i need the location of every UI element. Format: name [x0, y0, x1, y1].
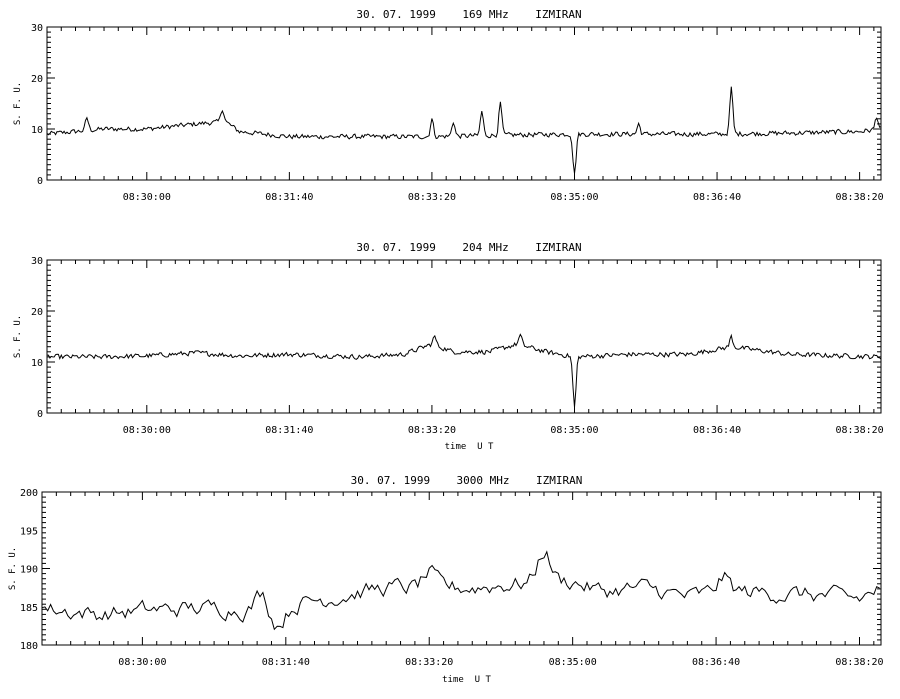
y-tick-label: 0: [37, 176, 43, 187]
y-tick-label: 20: [31, 74, 43, 85]
x-tick-label: 08:36:40: [692, 657, 740, 668]
x-tick-label: 08:38:20: [836, 425, 884, 436]
x-tick-label: 08:30:00: [118, 657, 166, 668]
x-tick-label: 08:31:40: [265, 192, 313, 203]
panel-3: 30. 07. 1999 3000 MHz IZMIRAN 180 185 190 19…: [8, 474, 884, 685]
y-axis-label: S. F. U.: [13, 82, 23, 125]
x-tick-label: 08:35:00: [550, 425, 598, 436]
y-axis-label: S. F. U.: [13, 315, 23, 358]
x-tick-label: 08:33:20: [405, 657, 453, 668]
series-line: [41, 550, 880, 631]
y-tick-label: 185: [20, 603, 38, 614]
x-tick-label: 08:36:40: [693, 425, 741, 436]
x-tick-label: 08:36:40: [693, 192, 741, 203]
panel-1: 30. 07. 1999 169 MHz IZMIRAN 0 10 20 30 08:30…: [13, 8, 884, 203]
panel-title: 30. 07. 1999 3000 MHz IZMIRAN: [351, 474, 583, 487]
series-line: [46, 86, 882, 174]
y-tick-label: 180: [20, 641, 38, 652]
y-tick-label: 195: [20, 526, 38, 537]
panel-2: 30. 07. 1999 204 MHz IZMIRAN 0 10 20 30 08:30…: [13, 241, 884, 452]
series-line: [47, 333, 882, 408]
y-tick-label: 200: [20, 488, 38, 499]
x-axis-label: time U T: [445, 442, 494, 452]
plot-frame: [46, 26, 882, 181]
y-tick-label: 10: [31, 358, 43, 369]
x-tick-label: 08:38:20: [836, 192, 884, 203]
x-tick-label: 08:30:00: [123, 425, 171, 436]
y-tick-label: 190: [20, 565, 38, 576]
x-tick-label: 08:35:00: [550, 192, 598, 203]
y-tick-label: 0: [37, 409, 43, 420]
plot-frame: [46, 259, 882, 414]
x-tick-label: 08:31:40: [262, 657, 310, 668]
x-tick-label: 08:33:20: [408, 425, 456, 436]
x-tick-label: 08:35:00: [549, 657, 597, 668]
x-tick-label: 08:38:20: [835, 657, 883, 668]
panel-title: 30. 07. 1999 204 MHz IZMIRAN: [356, 241, 581, 254]
plot-frame: [41, 491, 882, 646]
y-tick-label: 30: [31, 23, 43, 34]
x-tick-label: 08:31:40: [265, 425, 313, 436]
panel-title: 30. 07. 1999 169 MHz IZMIRAN: [356, 8, 581, 21]
y-tick-label: 30: [31, 256, 43, 267]
y-axis-label: S. F. U.: [8, 547, 18, 590]
x-tick-label: 08:33:20: [408, 192, 456, 203]
y-tick-label: 10: [31, 125, 43, 136]
y-tick-label: 20: [31, 307, 43, 318]
x-tick-label: 08:30:00: [123, 192, 171, 203]
x-axis-label: time U T: [442, 675, 491, 685]
